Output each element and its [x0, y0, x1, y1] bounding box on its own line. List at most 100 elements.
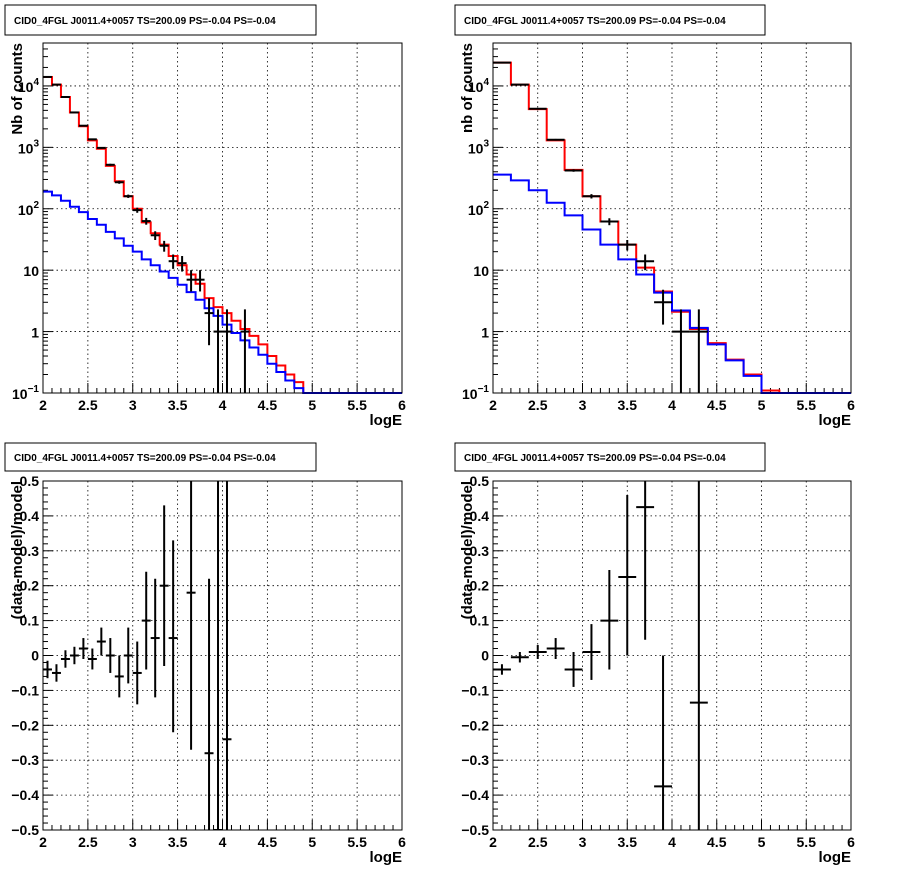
data-point [222, 309, 232, 393]
x-tick-label: 3.5 [618, 397, 638, 413]
grid-lines [492, 480, 852, 831]
x-tick-label: 4.5 [258, 834, 278, 850]
y-tick-base: 10 [468, 202, 484, 218]
y-tick-label: 0.4 [470, 508, 490, 524]
y-tick-exponent: 3 [483, 138, 489, 149]
x-tick-label: 2 [489, 834, 497, 850]
panel-label: CID0_4FGL J0011.4+0057 TS=200.09 PS=-0.0… [464, 16, 726, 27]
x-tick-label: 5.5 [347, 397, 367, 413]
y-tick-label: 103 [468, 138, 490, 156]
data-point [636, 254, 655, 271]
data-point [105, 638, 115, 673]
y-tick-base: 10 [23, 263, 39, 279]
x-tick-label: 5 [758, 834, 766, 850]
y-tick-base: 10 [468, 140, 484, 156]
x-tick-label: 3.5 [618, 834, 638, 850]
x-tick-label: 3 [129, 834, 137, 850]
data-point [213, 481, 223, 830]
panel-label-box [4, 4, 317, 36]
x-tick-label: 3.5 [168, 397, 188, 413]
y-tick-base: 10 [18, 79, 34, 95]
data-point [96, 146, 106, 149]
y-tick-label: 1 [481, 325, 489, 341]
y-tick-base: 10 [473, 263, 489, 279]
data-point [114, 655, 124, 698]
x-tick-label: 2.5 [528, 834, 548, 850]
y-tick-label: 10 [473, 263, 489, 279]
data-point [159, 240, 169, 252]
data-point [618, 494, 637, 656]
y-tick-base: 1 [481, 325, 489, 341]
axis-ticks [492, 480, 852, 831]
data-point [141, 571, 151, 670]
data-point [222, 481, 232, 830]
data-point [168, 254, 178, 269]
y-tick-label: 0.1 [470, 613, 490, 629]
data-point [672, 309, 690, 393]
data-point [132, 641, 142, 705]
data-point [159, 505, 169, 666]
y-tick-label: −0.1 [11, 682, 39, 698]
x-axis-title: logE [819, 849, 852, 866]
data-point [150, 231, 160, 240]
y-tick-exponent: 2 [33, 200, 39, 211]
x-tick-label: 2 [39, 397, 47, 413]
data-point [510, 652, 529, 663]
data-point [123, 194, 133, 198]
data-point [204, 298, 214, 346]
data-point [689, 481, 708, 830]
y-tick-label: 0.5 [470, 473, 490, 489]
data-point [78, 124, 88, 127]
x-tick-label: 4.5 [707, 397, 727, 413]
x-tick-label: 5.5 [797, 397, 817, 413]
y-tick-label: −0.2 [461, 717, 489, 733]
y-tick-exponent: 4 [483, 77, 489, 88]
x-tick-label: 2.5 [528, 397, 548, 413]
y-tick-label: 10−1 [462, 384, 489, 402]
grid-lines [492, 43, 852, 394]
y-tick-label: −0.3 [461, 752, 489, 768]
data-point [87, 138, 97, 141]
y-tick-label: 10 [23, 263, 39, 279]
data-point [240, 309, 250, 393]
x-tick-label: 5.5 [347, 834, 367, 850]
data-point [114, 180, 124, 184]
data-point [582, 194, 601, 199]
x-axis-title: logE [370, 849, 403, 866]
y-tick-label: −0.4 [461, 787, 489, 803]
data-point [141, 217, 151, 225]
data-point [600, 569, 619, 670]
x-tick-label: 4 [668, 397, 676, 413]
data-point [177, 256, 187, 272]
y-tick-label: 0.4 [20, 508, 40, 524]
x-tick-label: 5 [308, 834, 316, 850]
data-point [689, 309, 708, 393]
y-tick-label: −0.3 [11, 752, 39, 768]
x-axis-title: logE [819, 412, 852, 429]
x-tick-label: 4 [219, 397, 227, 413]
data-point [78, 638, 88, 659]
axis-ticks [42, 480, 403, 831]
data-point [43, 660, 52, 679]
x-tick-label: 3 [579, 397, 587, 413]
y-axis-title: Nb of counts [9, 43, 26, 135]
y-tick-label: −0.1 [461, 682, 489, 698]
data-point [60, 650, 70, 668]
data-point [546, 138, 565, 141]
y-tick-label: −0.5 [461, 822, 489, 838]
y-tick-label: 0.2 [20, 578, 40, 594]
data-point [51, 664, 61, 682]
data-point [60, 96, 70, 99]
data-point [186, 481, 196, 750]
y-tick-exponent: −1 [478, 384, 490, 395]
data-point [654, 655, 672, 830]
chart-panel-2: CID0_4FGL J0011.4+0057 TS=200.09 PS=-0.0… [454, 4, 855, 429]
y-tick-label: 0.1 [20, 613, 40, 629]
data-point [132, 207, 142, 213]
data-point [195, 270, 205, 292]
data-point [123, 627, 133, 684]
data-point [96, 627, 106, 656]
data-point [186, 270, 196, 292]
plot-frame [492, 480, 852, 831]
